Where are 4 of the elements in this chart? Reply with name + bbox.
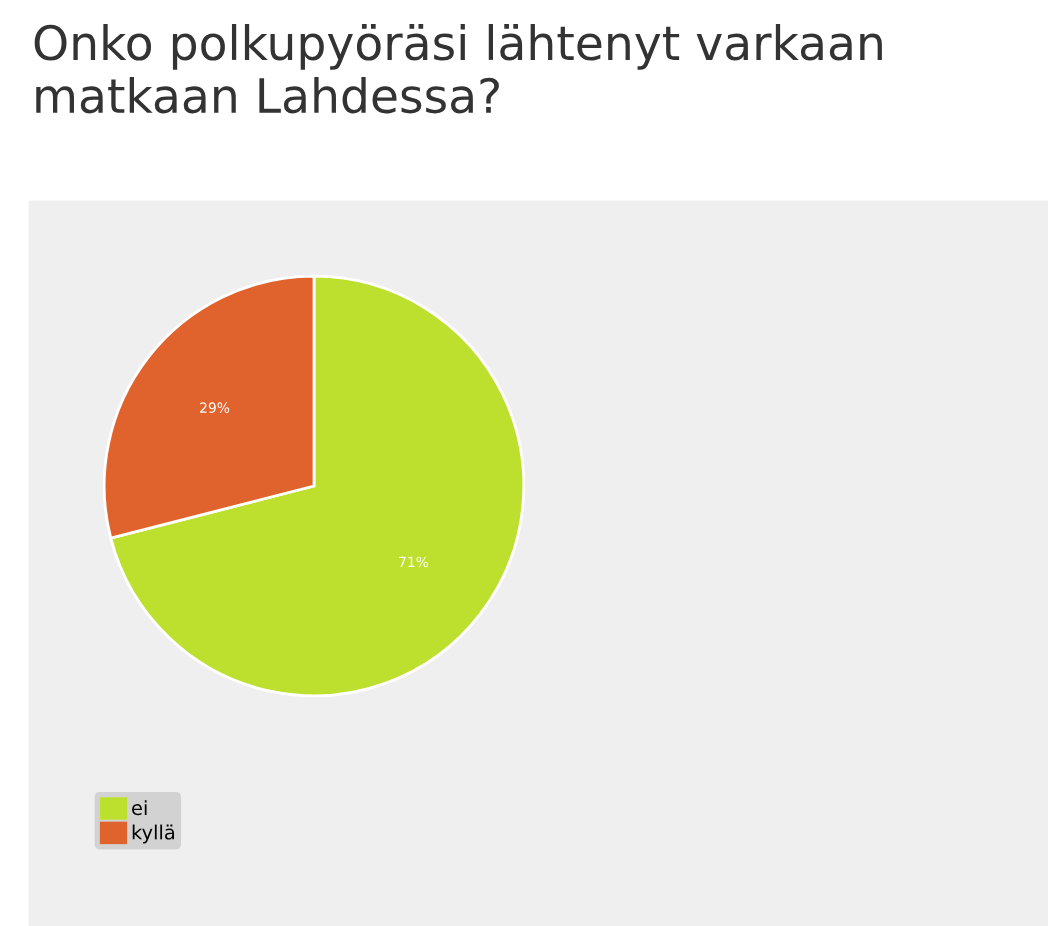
chart-title: Onko polkupyöräsi lähtenyt varkaan matkaan Lahdessa? [34,24,882,114]
pie-slice [109,274,526,698]
legend-label: ei [132,800,147,816]
legend-label: kyllä [132,824,175,844]
